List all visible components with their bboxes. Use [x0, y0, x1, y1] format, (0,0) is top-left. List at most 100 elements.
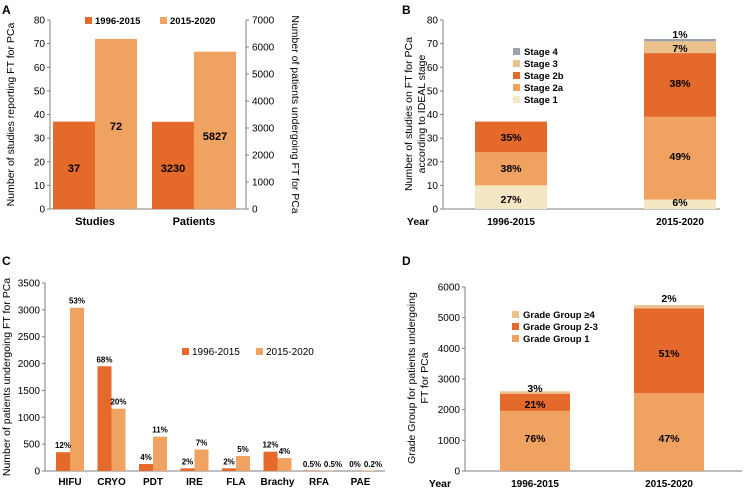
d-bar-1996-2015-grade-group-1	[500, 410, 570, 471]
c-x-tick-label: HIFU	[58, 477, 81, 488]
b-legend-swatch	[513, 72, 520, 79]
a-legend-label: 2015-2020	[170, 16, 215, 27]
c-bar-brachy-2015-2020	[277, 458, 292, 471]
c-legend-label: 1996-2015	[192, 347, 240, 358]
c-ylabel: Number of patients undergoing FT for PCa	[1, 278, 13, 476]
c-x-tick-label: CRYO	[97, 477, 126, 488]
c-legend-label: 2015-2020	[266, 347, 314, 358]
a-x-tick-label: Patients	[173, 216, 216, 228]
c-x-tick-label: PDT	[143, 477, 163, 488]
c-data-label: 2%	[182, 457, 194, 466]
d-ylabel-line2: FT for PCa	[419, 352, 431, 403]
b-ylabel-line1: Number of studies on FT for PCa	[403, 37, 415, 191]
a-y-left-tick-label: 30	[34, 134, 46, 145]
a-legend-label: 1996-2015	[95, 16, 141, 27]
d-y-tick-label: 1000	[438, 436, 461, 447]
b-data-label: 27%	[500, 194, 522, 206]
a-y-left-tick-label: 0	[39, 205, 45, 216]
b-legend-label: Stage 1	[524, 95, 559, 106]
d-data-label: 47%	[658, 433, 680, 445]
d-legend-swatch	[512, 323, 519, 330]
d-data-label: 76%	[524, 433, 546, 445]
c-legend-swatch	[182, 348, 189, 355]
b-y-tick-label: 50	[427, 86, 439, 97]
c-data-label: 11%	[152, 426, 168, 435]
d-data-label: 51%	[658, 348, 680, 360]
c-bar-brachy-1996-2015	[263, 451, 278, 471]
a-y-left-tick-label: 70	[34, 39, 46, 50]
d-bar-2015-2020-grade-group-1	[634, 393, 704, 471]
a-y-left-tick-label: 50	[34, 86, 46, 97]
a-legend-swatch	[85, 17, 92, 24]
d-data-label: 2%	[661, 293, 677, 305]
a-bar-studies-2015-2020	[95, 38, 137, 210]
b-data-label: 6%	[672, 197, 688, 209]
b-bar-1996-2015-stage-2a	[475, 152, 547, 186]
c-x-tick-label: PAE	[351, 477, 371, 488]
d-bar-1996-2015-grade-group-≥4	[500, 391, 570, 394]
a-ylabel-left: Number of studies reporting FT for PCa	[5, 23, 17, 207]
b-data-label: 1%	[672, 29, 688, 41]
a-y-left-tick-label: 10	[34, 181, 46, 192]
b-bar-2015-2020-stage-3	[644, 41, 716, 54]
a-y-right-tick-label: 1000	[252, 178, 275, 189]
c-y-tick-label: 2000	[18, 359, 41, 370]
c-data-label: 12%	[262, 441, 278, 450]
d-legend-swatch	[512, 335, 519, 342]
c-y-tick-label: 3000	[18, 305, 41, 316]
c-bar-cryo-1996-2015	[97, 366, 112, 471]
d-bar-2015-2020-grade-group-2-3	[634, 308, 704, 394]
c-bar-cryo-2015-2020	[111, 408, 126, 471]
c-data-label: 4%	[140, 453, 152, 462]
b-data-label: 49%	[669, 151, 691, 163]
b-legend-swatch	[513, 48, 520, 55]
c-bar-hifu-1996-2015	[56, 452, 70, 471]
c-x-tick-label: IRE	[186, 477, 203, 488]
panel-b: 0 10 20 30 40 50 60 70 80 Number of studies on FT…	[403, 16, 720, 228]
b-data-label: 35%	[500, 132, 522, 144]
b-y-tick-label: 80	[427, 16, 439, 27]
c-bar-pae-2015-2020	[360, 470, 375, 471]
d-y-tick-label: 6000	[438, 283, 461, 294]
c-data-label: 2%	[223, 457, 235, 466]
c-legend-swatch	[256, 348, 263, 355]
c-bar-ire-2015-2020	[194, 449, 209, 471]
a-bar-patients-2015-2020	[194, 51, 236, 209]
c-y-tick-label: 2500	[18, 332, 41, 343]
d-y-tick-label: 4000	[438, 344, 461, 355]
a-bar-patients-1996-2015	[152, 121, 194, 209]
a-y-right-tick-label: 3000	[252, 124, 275, 135]
b-data-label: 7%	[672, 43, 688, 55]
a-y-right-tick-label: 6000	[252, 43, 275, 54]
a-data-label: 5827	[203, 131, 227, 143]
b-y-tick-label: 10	[427, 181, 439, 192]
d-legend-label: Grade Group ≥4	[523, 310, 595, 321]
d-y-tick-label: 2000	[438, 405, 461, 416]
panel-label-b: B	[402, 3, 411, 17]
a-y-right-tick-label: 7000	[252, 16, 275, 27]
d-x-tick-label: 1996-2015	[511, 479, 559, 490]
b-bar-1996-2015-stage-2b	[475, 121, 547, 153]
c-data-label: 0.5%	[324, 460, 342, 469]
c-bar-ire-1996-2015	[180, 468, 195, 471]
a-x-tick-label: Studies	[75, 216, 115, 228]
a-legend-swatch	[160, 17, 167, 24]
a-data-label: 72	[110, 121, 122, 133]
c-x-tick-label: FLA	[226, 477, 245, 488]
b-legend-swatch	[513, 84, 520, 91]
c-y-tick-label: 500	[23, 440, 40, 451]
b-legend-swatch	[513, 60, 520, 67]
b-data-label: 38%	[500, 163, 522, 175]
b-ylabel-line2: according to IDEAL stage	[416, 55, 428, 174]
b-legend-label: Stage 2b	[524, 71, 564, 82]
b-legend-label: Stage 4	[524, 47, 559, 58]
d-legend-label: Grade Group 2-3	[523, 322, 598, 333]
a-y-left-tick-label: 40	[34, 110, 46, 121]
c-y-tick-label: 3500	[18, 279, 41, 290]
c-data-label: 0.5%	[303, 460, 321, 469]
panel-label-d: D	[402, 254, 411, 268]
b-y-tick-label: 40	[427, 110, 439, 121]
b-y-tick-label: 0	[432, 205, 438, 216]
panel-label-c: C	[2, 254, 11, 268]
